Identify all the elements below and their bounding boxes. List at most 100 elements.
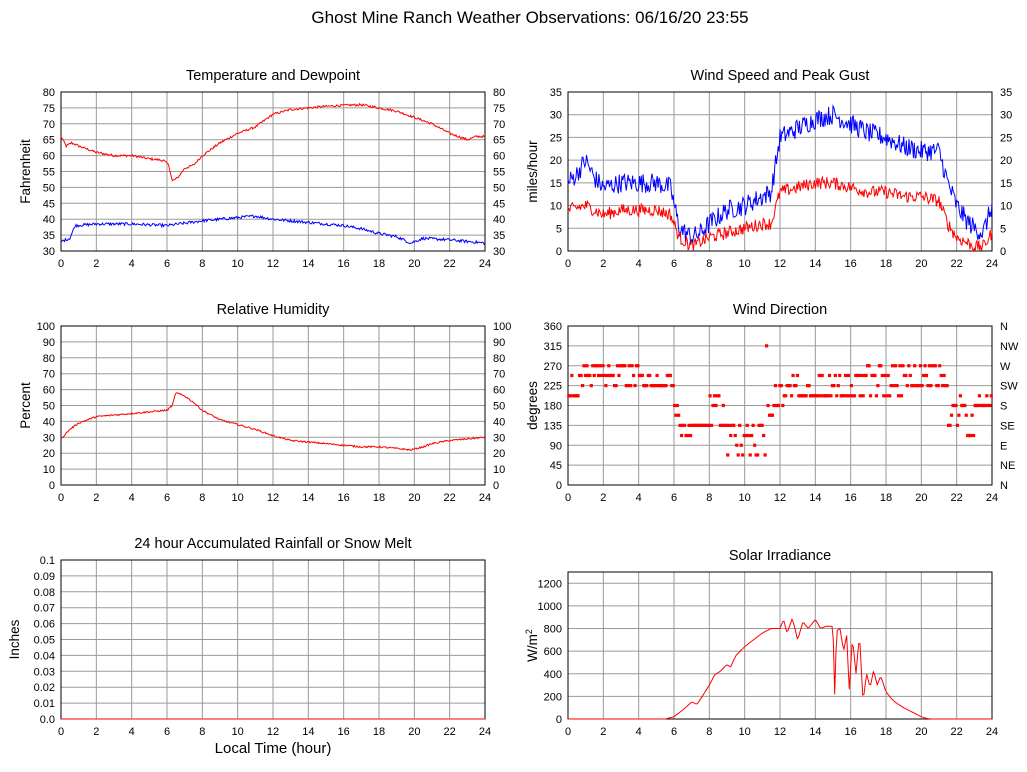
direction-point [795, 373, 799, 378]
y-tick-label: 80 [43, 353, 55, 365]
direction-point [673, 403, 677, 408]
direction-point [908, 373, 912, 378]
plot-frame [567, 91, 993, 252]
series-line [568, 618, 992, 720]
y-tick-label: 60 [43, 385, 55, 397]
direction-point [907, 364, 911, 368]
y-right-tick-label: 35 [1000, 87, 1012, 99]
direction-point [864, 373, 868, 378]
y-tick-label: 0 [49, 480, 55, 492]
x-tick-label: 4 [636, 492, 642, 504]
direction-point [765, 344, 769, 348]
y-axis-label: degrees [525, 381, 540, 430]
direction-point [891, 364, 895, 368]
direction-point [820, 373, 824, 378]
direction-point [886, 373, 890, 378]
direction-point [941, 384, 945, 388]
direction-point [668, 373, 672, 378]
x-tick-label: 10 [232, 726, 244, 738]
y-tick-label: 20 [550, 155, 562, 167]
direction-point [829, 394, 833, 398]
direction-point [711, 403, 715, 408]
direction-point [714, 403, 718, 408]
direction-point [630, 364, 634, 368]
y-tick-label: 40 [43, 416, 55, 428]
y-right-tick-label: 100 [493, 321, 511, 333]
y-tick-label: 0.0 [40, 714, 55, 726]
y-tick-label: 0.05 [34, 635, 55, 647]
direction-point [784, 394, 788, 398]
x-tick-label: 14 [302, 492, 314, 504]
direction-point [857, 373, 861, 378]
direction-point [924, 373, 929, 378]
y-right-tick-label: 80 [493, 353, 505, 365]
x-tick-label: 12 [267, 492, 279, 504]
x-tick-label: 4 [129, 258, 135, 270]
y-right-tick-label: 35 [493, 230, 505, 242]
direction-point [739, 443, 743, 447]
direction-point [623, 364, 627, 368]
chart-title: Temperature and Dewpoint [186, 68, 360, 84]
direction-point [773, 384, 778, 388]
direction-point [868, 394, 873, 398]
direction-point [849, 384, 854, 388]
direction-point [772, 403, 776, 408]
direction-point [598, 364, 602, 368]
direction-point [969, 433, 973, 438]
y-right-tick-label: 20 [493, 448, 505, 460]
direction-point [756, 453, 760, 457]
direction-point [653, 384, 658, 388]
x-tick-label: 8 [199, 492, 205, 504]
direction-point [607, 364, 611, 368]
x-tick-label: 8 [706, 258, 712, 270]
y-tick-label: 270 [544, 361, 562, 373]
y-tick-label: 15 [550, 178, 562, 190]
direction-point [589, 384, 593, 388]
y-right-tick-label: W [1000, 361, 1011, 373]
direction-point [964, 413, 968, 417]
direction-point [893, 364, 898, 368]
y-right-tick-label: N [1000, 321, 1008, 333]
x-tick-label: 0 [58, 492, 64, 504]
direction-point [888, 394, 892, 398]
y-tick-label: 360 [544, 321, 562, 333]
direction-point [835, 394, 839, 398]
y-tick-label: 20 [43, 448, 55, 460]
direction-point [781, 403, 785, 408]
y-right-tick-label: NW [1000, 341, 1019, 353]
y-tick-label: 0 [556, 480, 562, 492]
y-right-tick-label: 60 [493, 385, 505, 397]
direction-point [876, 384, 880, 388]
direction-point [679, 433, 684, 438]
direction-point [706, 423, 711, 427]
series-line [60, 392, 486, 452]
direction-point [923, 364, 927, 368]
y-tick-label: 0.04 [34, 650, 55, 662]
y-tick-label: 30 [43, 432, 55, 444]
x-tick-label: 6 [164, 258, 170, 270]
direction-point [852, 394, 856, 398]
direction-point [955, 423, 960, 427]
direction-point [826, 394, 830, 398]
y-tick-label: 100 [37, 321, 55, 333]
y-tick-label: 0 [556, 246, 562, 258]
direction-point [596, 373, 601, 378]
x-tick-label: 18 [373, 492, 385, 504]
plot-frame [567, 325, 993, 486]
y-right-tick-label: 45 [493, 198, 505, 210]
direction-point [585, 364, 589, 368]
y-tick-label: 70 [43, 369, 55, 381]
direction-point [819, 394, 823, 398]
x-tick-label: 12 [267, 726, 279, 738]
direction-point [762, 433, 766, 438]
y-right-tick-label: 0 [1000, 246, 1006, 258]
y-tick-label: 50 [43, 182, 55, 194]
y-right-tick-label: NE [1000, 460, 1015, 472]
direction-point [917, 384, 921, 388]
x-tick-label: 0 [565, 726, 571, 738]
x-tick-label: 2 [600, 258, 606, 270]
direction-point [970, 413, 974, 417]
direction-point [949, 413, 954, 417]
